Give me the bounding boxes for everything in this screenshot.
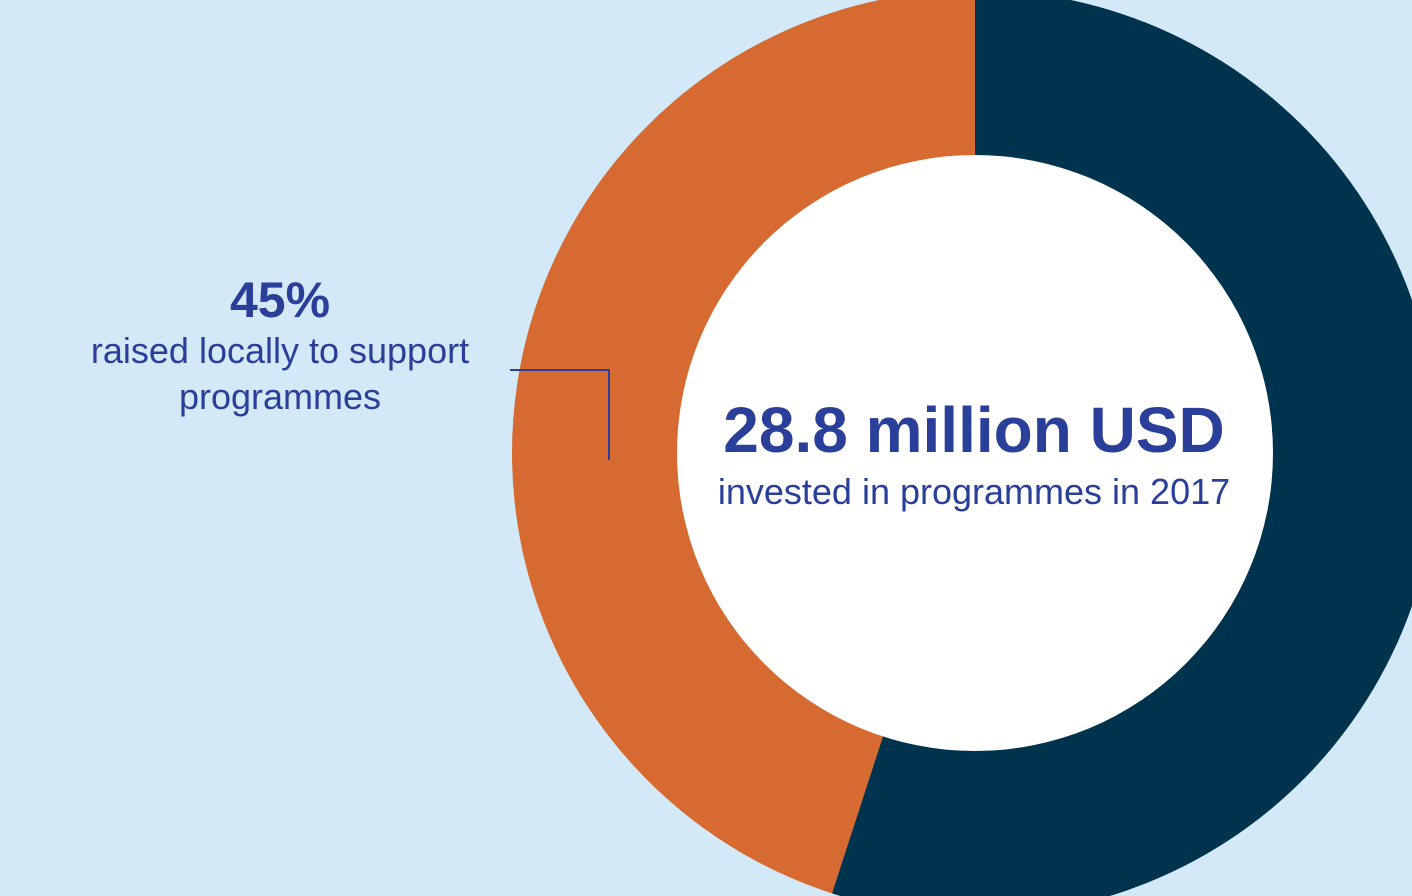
annotation-percentage: 45%	[229, 272, 331, 328]
donut-hole	[677, 155, 1273, 751]
center-label: 28.8 million USD invested in programmes …	[676, 390, 1272, 514]
center-title: 28.8 million USD	[723, 394, 1225, 466]
center-subtitle: invested in programmes in 2017	[717, 471, 1231, 512]
slice-annotation: 45% raised locally to support programmes	[20, 272, 540, 420]
leader-line	[510, 369, 610, 460]
annotation-description: raised locally to support programmes	[90, 330, 470, 417]
